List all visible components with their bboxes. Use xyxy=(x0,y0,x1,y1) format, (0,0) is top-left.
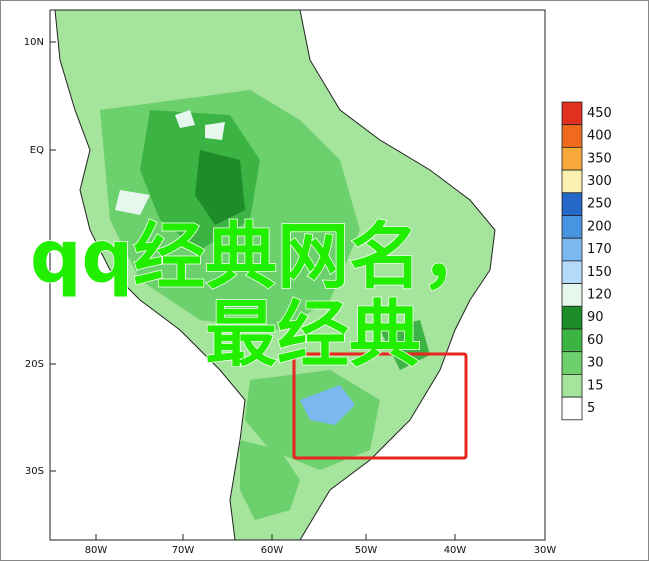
legend-swatch xyxy=(561,169,583,194)
legend-swatch xyxy=(561,124,583,148)
legend-label: 200 xyxy=(587,219,612,234)
lat-label: 10N xyxy=(24,37,44,48)
legend-label: 90 xyxy=(587,310,604,325)
legend-label: 400 xyxy=(587,129,612,144)
legend-label: 450 xyxy=(587,106,612,121)
map-frame xyxy=(49,9,546,541)
legend-swatch xyxy=(561,215,583,239)
highlight-box xyxy=(292,352,468,460)
legend-swatch xyxy=(561,373,583,398)
legend-swatch xyxy=(561,101,583,126)
lon-label: 40W xyxy=(444,545,467,556)
axes: 10N EQ 20S 30S 80W 70W 60W 50W 40W 30W xyxy=(24,37,557,556)
lon-label: 80W xyxy=(85,545,108,556)
legend-label: 120 xyxy=(587,287,612,302)
legend-swatch xyxy=(561,260,583,284)
legend-swatch xyxy=(561,192,583,216)
continent xyxy=(54,9,496,541)
legend-swatch xyxy=(561,396,583,421)
lon-label: 70W xyxy=(172,545,195,556)
lat-label: EQ xyxy=(30,145,44,156)
lat-label: 30S xyxy=(25,466,44,477)
legend-label: 5 xyxy=(587,401,595,416)
legend-swatch xyxy=(561,283,583,307)
legend-swatch xyxy=(561,305,583,330)
legend-label: 15 xyxy=(587,378,604,393)
lon-label: 60W xyxy=(261,545,284,556)
lon-label: 50W xyxy=(355,545,378,556)
legend-label: 350 xyxy=(587,151,612,166)
legend-label: 150 xyxy=(587,265,612,280)
legend-label: 300 xyxy=(587,174,612,189)
overlay-line-1: qq经典网名， xyxy=(30,215,493,299)
legend-label: 60 xyxy=(587,333,604,348)
lon-label: 30W xyxy=(534,545,557,556)
legend: 450 400 350 300 250 200 170 150 120 90 60 30 15 5 xyxy=(561,101,612,421)
legend-swatch xyxy=(561,328,583,353)
legend-swatch xyxy=(561,146,583,171)
legend-label: 250 xyxy=(587,197,612,212)
legend-swatch xyxy=(561,351,583,375)
lat-label: 20S xyxy=(25,359,44,370)
legend-label: 170 xyxy=(587,242,612,257)
overlay-line-2: 最经典 xyxy=(205,293,421,377)
legend-label: 30 xyxy=(587,356,604,371)
legend-swatch xyxy=(561,237,583,262)
